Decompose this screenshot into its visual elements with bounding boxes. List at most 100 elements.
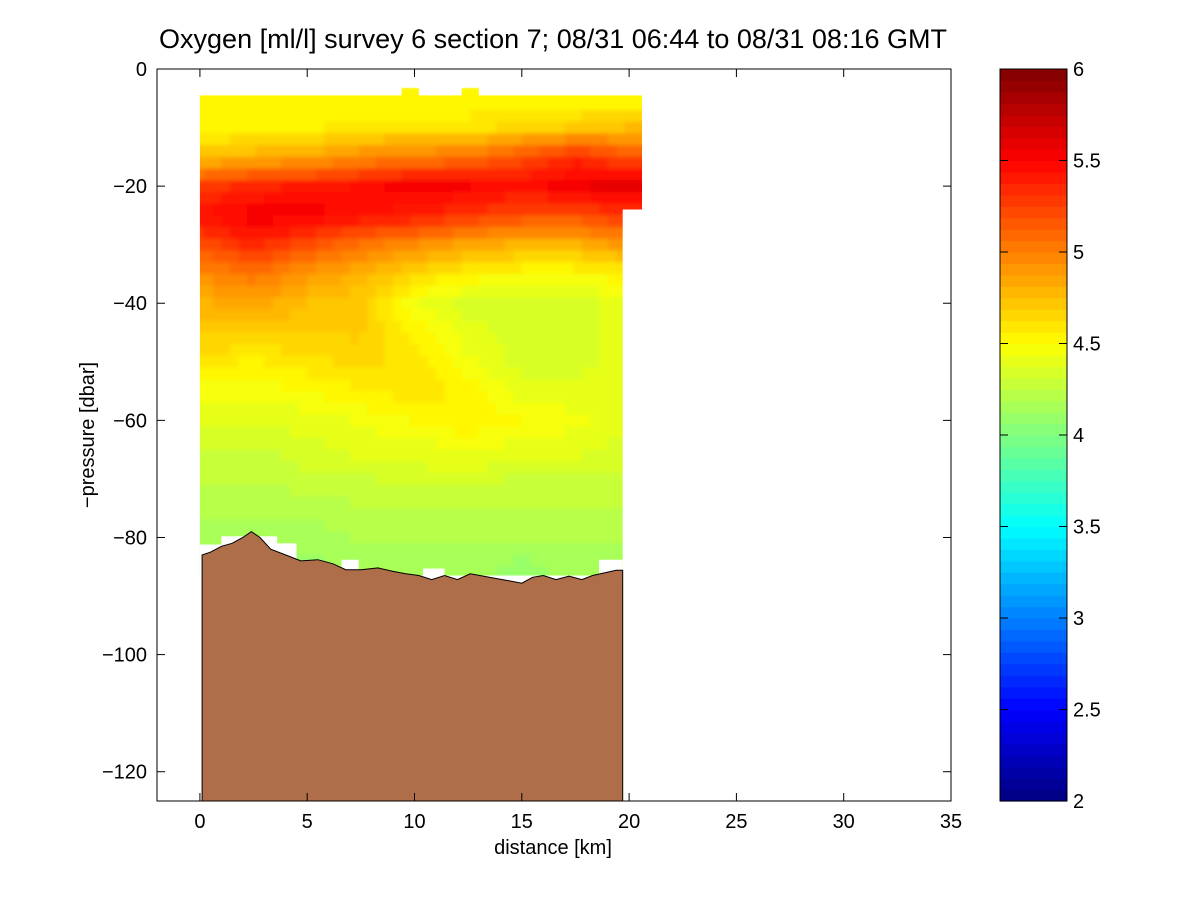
field-cell [324,543,334,556]
field-cell [478,449,489,463]
field-cell [410,133,420,146]
field-cell [315,508,326,521]
field-cell [418,133,429,146]
field-cell [461,109,472,123]
colorbar-swatch [1000,640,1067,653]
colorbar-swatch [1000,217,1067,230]
field-cell [444,414,454,428]
field-cell [496,109,506,123]
field-cell [573,145,583,158]
field-cell [384,109,394,123]
field-cell [590,191,600,205]
field-cell [496,285,506,299]
field-cell [332,426,343,439]
field-cell [358,379,369,392]
field-cell [281,320,291,334]
field-cell [538,344,549,357]
field-cell [324,262,334,275]
field-cell [281,367,291,381]
field-cell [324,297,334,310]
field-cell [367,484,377,498]
field-cell [393,555,403,568]
field-cell [418,227,429,240]
field-cell [367,379,377,392]
field-cell [530,461,540,474]
field-cell [547,391,557,404]
field-cell [547,250,557,264]
field-cell [470,332,480,346]
field-cell [538,121,549,135]
field-cell [504,168,515,182]
field-cell [307,203,317,217]
field-cell [212,414,223,428]
field-cell [564,156,575,170]
field-cell [470,496,480,509]
field-cell [496,531,506,545]
field-cell [453,367,463,381]
field-cell [247,109,257,123]
field-cell [487,414,497,428]
field-cell [470,98,480,111]
field-cell [599,320,609,334]
field-cell [332,414,343,428]
field-cell [453,191,463,205]
field-cell [281,519,291,533]
field-cell [199,238,206,252]
field-cell [229,508,240,521]
field-cell [496,297,506,310]
field-cell [410,180,420,193]
field-cell [255,309,266,322]
field-cell [427,227,437,240]
field-cell [281,449,291,463]
field-cell [556,555,566,568]
field-cell [453,215,463,228]
colorbar-swatch [1000,789,1067,802]
field-cell [478,203,489,217]
field-cell [590,145,600,158]
field-cell [453,449,463,463]
field-cell [564,238,575,252]
field-cell [384,531,394,545]
field-cell [410,519,420,533]
field-cell [221,180,231,193]
field-cell [204,133,214,146]
field-cell [410,379,420,392]
field-cell [633,145,642,158]
field-cell [547,320,557,334]
field-cell [315,133,326,146]
field-cell [204,191,214,205]
field-cell [410,449,420,463]
field-cell [247,496,257,509]
field-cell [384,449,394,463]
field-cell [221,121,231,135]
field-cell [332,262,343,275]
field-cell [427,145,437,158]
field-cell [324,355,334,369]
field-cell [513,250,523,264]
field-cell [530,215,540,228]
field-cell [427,215,437,228]
field-cell [530,156,540,170]
field-cell [307,168,317,182]
field-cell [393,531,403,545]
field-cell [401,402,412,416]
field-cell [453,437,463,451]
field-cell [332,98,343,111]
field-cell [487,227,497,240]
field-cell [255,496,266,509]
field-cell [564,168,575,182]
field-cell [470,484,480,498]
field-cell [478,227,489,240]
field-cell [315,203,326,217]
field-cell [393,227,403,240]
field-cell [375,367,386,381]
field-cell [332,484,343,498]
field-cell [564,566,575,576]
field-cell [221,426,231,439]
field-cell [444,320,454,334]
x-tick-label: 20 [618,811,640,833]
field-cell [393,168,403,182]
field-cell [478,461,489,474]
field-cell [538,543,549,556]
field-cell [272,461,283,474]
